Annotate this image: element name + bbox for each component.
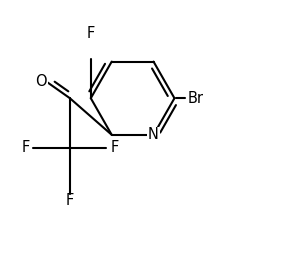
Text: O: O [35, 74, 47, 89]
Text: F: F [87, 26, 95, 41]
Text: Br: Br [188, 91, 203, 106]
Text: F: F [21, 140, 30, 155]
Text: F: F [110, 140, 118, 155]
Text: N: N [148, 127, 159, 142]
Text: F: F [66, 193, 74, 208]
